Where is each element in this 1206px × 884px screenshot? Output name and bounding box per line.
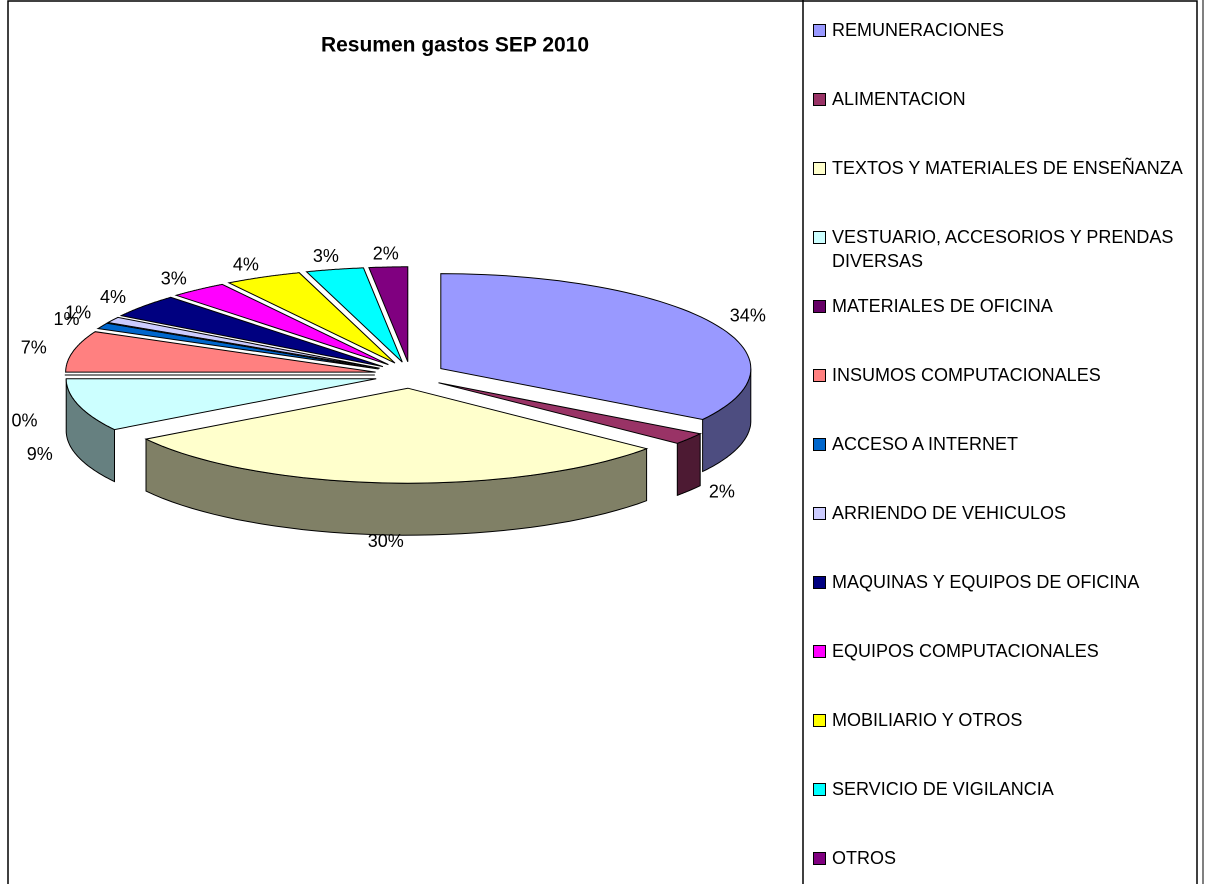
slice xyxy=(106,316,380,369)
legend-swatch xyxy=(813,93,826,106)
legend-swatch xyxy=(813,231,826,244)
legend-label: EQUIPOS COMPUTACIONALES xyxy=(832,641,1099,661)
slice-side xyxy=(676,432,701,496)
legend-label: SERVICIO DE VIGILANCIA xyxy=(832,779,1054,799)
legend-swatch xyxy=(813,438,826,451)
legend-swatch xyxy=(813,162,826,175)
legend-swatch xyxy=(813,645,826,658)
data-label: 9% xyxy=(27,444,53,464)
legend-swatch xyxy=(813,300,826,313)
legend-item: ACCESO A INTERNET xyxy=(813,432,1193,456)
legend-item: ALIMENTACION xyxy=(813,87,1193,111)
legend-item: OTROS xyxy=(813,846,1193,870)
legend-label: TEXTOS Y MATERIALES DE ENSEÑANZA xyxy=(832,158,1183,178)
legend-label: ALIMENTACION xyxy=(832,89,966,109)
legend-item: MATERIALES DE OFICINA xyxy=(813,294,1193,318)
slice xyxy=(368,266,409,362)
slice xyxy=(65,378,377,431)
chart-title: Resumen gastos SEP 2010 xyxy=(321,34,589,57)
slice xyxy=(305,267,403,363)
legend-swatch xyxy=(813,369,826,382)
pie: 34% 2% 30% 9% 0% 7% 1%1% 4% 3% 4% 3% 2% xyxy=(11,243,765,550)
slice xyxy=(438,382,703,444)
legend-label: INSUMOS COMPUTACIONALES xyxy=(832,365,1101,385)
legend-label: MOBILIARIO Y OTROS xyxy=(832,710,1023,730)
legend-swatch xyxy=(813,507,826,520)
legend-swatch xyxy=(813,714,826,727)
data-label: 3% xyxy=(161,268,187,288)
legend-item: TEXTOS Y MATERIALES DE ENSEÑANZA xyxy=(813,156,1193,180)
slice xyxy=(96,322,379,370)
legend-item: REMUNERACIONES xyxy=(813,18,1193,42)
legend-swatch xyxy=(813,24,826,37)
data-label: 2% xyxy=(373,243,399,263)
slice xyxy=(65,331,376,373)
slice xyxy=(174,283,389,366)
data-label: 7% xyxy=(21,337,47,357)
legend-item: MAQUINAS Y EQUIPOS DE OFICINA xyxy=(813,570,1193,594)
data-label: 4% xyxy=(100,287,126,307)
legend-label: REMUNERACIONES xyxy=(832,20,1005,40)
legend-item: EQUIPOS COMPUTACIONALES xyxy=(813,639,1193,663)
legend-label: VESTUARIO, ACCESORIOS Y PRENDAS DIVERSAS xyxy=(832,227,1174,271)
legend-item: VESTUARIO, ACCESORIOS Y PRENDAS DIVERSAS xyxy=(813,225,1193,273)
data-label: 4% xyxy=(233,255,259,275)
legend-label: MAQUINAS Y EQUIPOS DE OFICINA xyxy=(832,572,1140,592)
slice xyxy=(144,387,649,484)
legend-label: ARRIENDO DE VEHICULOS xyxy=(832,503,1067,523)
legend-swatch xyxy=(813,852,826,865)
slice xyxy=(119,296,384,368)
legend-label: MATERIALES DE OFICINA xyxy=(832,296,1053,316)
slice xyxy=(440,273,752,421)
legend-item: MOBILIARIO Y OTROS xyxy=(813,708,1193,732)
legend-label: OTROS xyxy=(832,848,897,868)
frame xyxy=(7,0,1198,884)
legend-item: SERVICIO DE VIGILANCIA xyxy=(813,777,1193,801)
legend-label: ACCESO A INTERNET xyxy=(832,434,1019,454)
data-label: 1% xyxy=(65,302,91,322)
data-label: 2% xyxy=(709,481,735,501)
data-label: 34% xyxy=(730,306,766,326)
data-label: 1% xyxy=(54,309,80,329)
legend-item: INSUMOS COMPUTACIONALES xyxy=(813,363,1193,387)
legend: REMUNERACIONES ALIMENTACION TEXTOS Y MATER… xyxy=(813,0,1197,884)
data-label: 0% xyxy=(11,411,37,431)
data-label: 30% xyxy=(368,531,404,551)
legend-swatch xyxy=(813,783,826,796)
legend-item: ARRIENDO DE VEHICULOS xyxy=(813,501,1193,525)
legend-swatch xyxy=(813,576,826,589)
slice xyxy=(227,272,396,364)
data-label: 3% xyxy=(313,246,339,266)
